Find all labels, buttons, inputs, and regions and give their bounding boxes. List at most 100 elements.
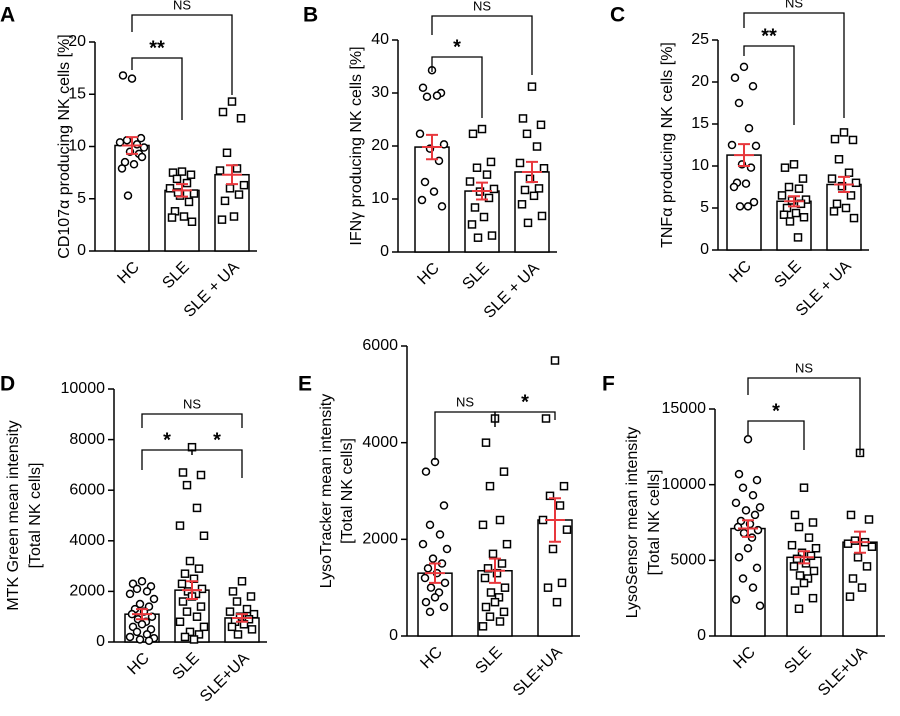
data-point [750, 510, 760, 520]
error-bar [476, 181, 488, 201]
data-point [844, 168, 854, 177]
data-point [799, 212, 809, 222]
data-point [739, 528, 749, 538]
data-point [418, 539, 428, 549]
data-point [799, 578, 809, 588]
data-point [541, 414, 551, 423]
data-point [242, 604, 252, 614]
data-point [741, 506, 751, 515]
data-point [227, 97, 237, 106]
error-bar [549, 497, 561, 543]
data-point [425, 607, 435, 617]
data-point [729, 182, 739, 192]
data-point [135, 599, 145, 609]
data-point [731, 595, 741, 604]
data-point [548, 544, 558, 554]
data-point [851, 178, 861, 188]
data-point [846, 510, 856, 520]
data-point [125, 589, 135, 599]
data-point [217, 215, 227, 224]
data-point [735, 202, 745, 211]
x-tick-label: SLE+UA [815, 644, 871, 700]
data-point [550, 356, 560, 365]
x-tick-label: SLE + UA [181, 259, 243, 321]
data-point [518, 114, 528, 123]
data-point [184, 197, 194, 207]
data-point [734, 469, 744, 479]
significance-bracket [743, 12, 845, 118]
data-point [247, 625, 257, 634]
data-point [482, 170, 492, 179]
significance-bracket [434, 411, 496, 460]
significance-bracket [431, 15, 533, 75]
data-point [430, 593, 440, 602]
data-point [795, 571, 805, 580]
x-tick-label: SLE [169, 650, 202, 683]
data-point [192, 612, 202, 621]
data-point [790, 510, 800, 520]
data-point [867, 542, 877, 551]
significance-label: * [453, 36, 461, 58]
data-point [194, 564, 204, 573]
y-axis-label: TNFα producing NK cells [%] [659, 42, 676, 248]
y-tick-label: 2000 [69, 583, 105, 600]
data-point [246, 592, 256, 601]
data-point [177, 167, 187, 176]
data-point [562, 525, 572, 534]
error-bar [426, 133, 438, 161]
data-point [748, 491, 758, 500]
y-tick-label: 15000 [662, 400, 707, 417]
data-point [149, 594, 159, 604]
y-axis-label: [Total NK cells] [27, 463, 44, 569]
error-bar [429, 562, 441, 584]
x-tick-label: HC [417, 644, 445, 672]
y-tick-label: 6000 [69, 481, 105, 498]
data-point [790, 586, 800, 595]
error-bar [236, 613, 248, 623]
y-axis-label: [Total NK cells] [339, 438, 356, 544]
data-point [755, 503, 765, 512]
data-point [465, 177, 475, 186]
data-point [787, 540, 797, 550]
panel-letter: E [298, 373, 312, 396]
significance-bracket [747, 420, 805, 450]
y-tick-label: 10 [68, 138, 86, 155]
data-point [804, 533, 814, 542]
data-point [137, 152, 147, 162]
data-point [552, 597, 562, 607]
data-point [734, 98, 744, 108]
significance-bracket [747, 377, 861, 455]
y-tick-label: 15 [68, 85, 86, 102]
data-point [132, 627, 142, 637]
data-point [480, 573, 490, 583]
panel-letter: C [610, 4, 625, 27]
data-point [180, 569, 190, 578]
data-point [734, 553, 744, 562]
error-bar [126, 136, 138, 155]
data-point [249, 609, 259, 619]
data-point [432, 91, 442, 100]
data-point [135, 635, 145, 644]
y-tick-label: 25 [691, 31, 709, 48]
data-point [487, 231, 497, 240]
error-bar [798, 550, 810, 565]
chart-panel: D 0 2000 4000 6000 8000 10000 MTK Green mean in… [0, 373, 267, 706]
error-bar [526, 160, 538, 184]
data-point [486, 588, 496, 597]
data-point [478, 622, 488, 631]
x-tick-label: SLE [459, 260, 492, 293]
data-point [467, 220, 477, 229]
data-point [532, 142, 542, 151]
data-point [225, 607, 235, 616]
significance-bracket [141, 413, 243, 428]
data-point [497, 559, 507, 568]
data-point [167, 213, 177, 222]
data-point [846, 191, 856, 200]
data-point [417, 195, 427, 205]
data-point [422, 92, 432, 101]
y-tick-label: 20 [691, 73, 709, 90]
data-point [749, 197, 759, 207]
significance-label: * [163, 429, 171, 451]
data-point [172, 174, 182, 184]
